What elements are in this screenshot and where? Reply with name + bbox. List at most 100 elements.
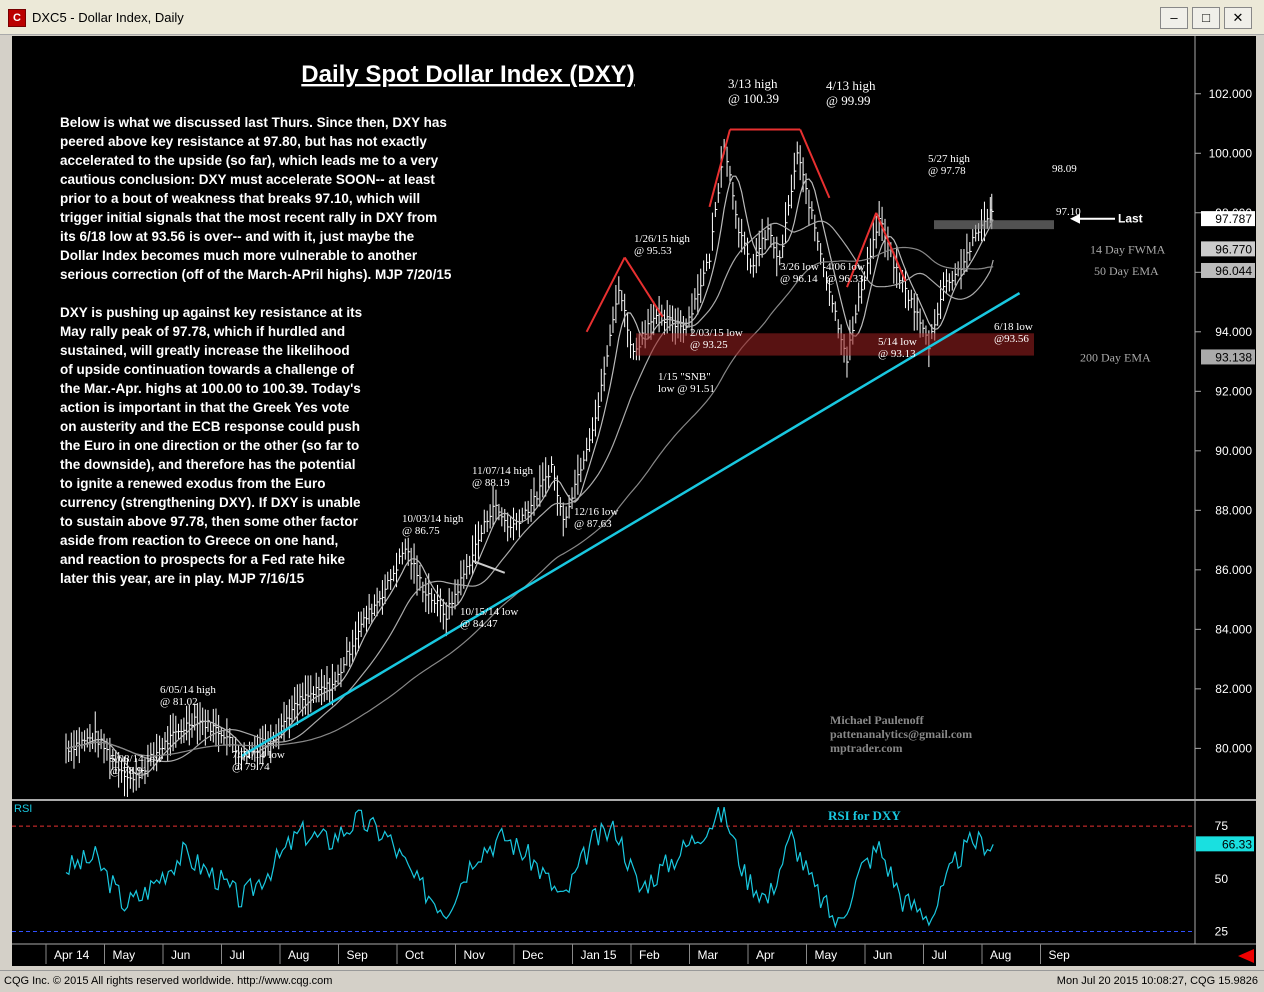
maximize-button[interactable]: □ (1192, 7, 1220, 29)
commentary-line: sustained, will greatly increase the lik… (60, 343, 350, 358)
ma-label: 50 Day EMA (1094, 264, 1159, 278)
credit-line: pattenanalytics@gmail.com (830, 727, 972, 741)
annotation-value: @ 97.78 (928, 165, 966, 177)
credit-line: mptrader.com (830, 741, 903, 755)
commentary-line: its 6/18 low at 93.56 is over-- and with… (60, 229, 415, 244)
commentary-line: trigger initial signals that the most re… (60, 210, 437, 225)
commentary-line: Dollar Index becomes much more vulnerabl… (60, 248, 418, 263)
x-tick-label: Dec (522, 948, 543, 962)
x-tick-label: Jul (230, 948, 245, 962)
last-label: Last (1118, 212, 1143, 226)
annotation-label: 11/07/14 high (472, 465, 534, 477)
y-tick-label: 88.000 (1215, 503, 1252, 517)
ema-50-line (65, 220, 994, 763)
commentary-line: on austerity and the ECB response could … (60, 419, 360, 434)
rsi-value-label: 66.33 (1222, 837, 1252, 851)
y-tick-label: 86.000 (1215, 563, 1252, 577)
rsi-tick-label: 50 (1215, 872, 1229, 886)
value-box (1201, 262, 1255, 278)
value-box (1201, 211, 1255, 227)
annotation-value: @ 79.74 (232, 761, 270, 773)
annotation-label: 97.10 (1056, 206, 1081, 218)
annotation-label: 10/03/14 high (402, 513, 464, 525)
pattern-line (708, 129, 731, 208)
commentary-line: prior to a bout of weakness that breaks … (60, 191, 420, 206)
annotation-label: 12/16 low (574, 506, 618, 518)
annotation-label: 4/13 high (826, 78, 876, 93)
commentary-line: serious correction (off of the March-APr… (60, 267, 452, 282)
x-tick-label: Jul (932, 948, 947, 962)
rsi-tick-label: 75 (1215, 819, 1229, 833)
ema-200-line (65, 246, 994, 757)
y-tick-label: 82.000 (1215, 682, 1252, 696)
commentary-line: cautious conclusion: DXY must accelerate… (60, 172, 435, 187)
x-tick-label: May (113, 948, 136, 962)
x-tick-label: Jun (171, 948, 190, 962)
y-tick-label: 90.000 (1215, 444, 1252, 458)
commentary-line: to sustain above 97.78, then some other … (60, 514, 359, 529)
pattern-line (799, 129, 831, 199)
annotation-value: @ 93.13 (878, 348, 916, 360)
commentary-line: aside from reaction to Greece on one han… (60, 533, 338, 548)
fwma-14-line (65, 175, 994, 776)
annotation-label: 5/08/14 low (110, 753, 163, 765)
status-bar: CQG Inc. © 2015 All rights reserved worl… (0, 970, 1264, 992)
timestamp-text: Mon Jul 20 2015 10:08:27, CQG 15.9826 (1056, 975, 1258, 987)
chart-canvas[interactable]: Last 14 Day FWMA 50 Day EMA 200 Day EMA RSI… (0, 0, 1264, 970)
y-tick-label: 100.000 (1209, 146, 1253, 160)
annotation-label: 1/15 "SNB" (658, 371, 711, 383)
credit-line: Michael Paulenoff (830, 713, 925, 727)
copyright-text: CQG Inc. © 2015 All rights reserved worl… (4, 975, 333, 987)
annotation-value: @ 78.91 (110, 765, 148, 777)
annotation-label: 6/05/14 high (160, 684, 216, 696)
x-tick-label: Apr 14 (54, 948, 90, 962)
commentary-line: currency (strengthening DXY). If DXY is … (60, 495, 361, 510)
annotation-value: low @ 91.51 (658, 383, 715, 395)
y-tick-label: 84.000 (1215, 622, 1252, 636)
value-box (1201, 349, 1255, 365)
annotation-label: 7/01/14 low (232, 749, 285, 761)
annotation-value: @ 99.99 (826, 93, 870, 108)
annotation-value: @ 100.39 (728, 91, 779, 106)
commentary-line: the Mar.-Apr. highs at 100.00 to 100.39.… (60, 381, 361, 396)
app-icon: C (8, 9, 26, 27)
x-tick-label: Oct (405, 948, 424, 962)
pattern-line (846, 212, 878, 288)
scroll-arrow-icon[interactable] (1238, 949, 1254, 963)
commentary-line: the Euro in one direction or the other (… (60, 438, 359, 453)
support-trendline (240, 292, 1021, 758)
commentary-line: later this year, are in play. MJP 7/16/1… (60, 571, 305, 586)
commentary-line: May rally peak of 97.78, which if hurdle… (60, 324, 345, 339)
annotation-label: 1/26/15 high (634, 233, 690, 245)
pattern-line (585, 256, 626, 333)
x-tick-label: Sep (347, 948, 369, 962)
x-tick-label: Mar (698, 948, 719, 962)
title-bar: C DXC5 - Dollar Index, Daily – □ ✕ (0, 0, 1264, 35)
ma-label: 14 Day FWMA (1090, 242, 1166, 256)
pattern-line (875, 212, 907, 282)
value-box-label: 96.770 (1215, 242, 1252, 256)
rsi-title: RSI for DXY (828, 808, 901, 823)
value-box-label: 96.044 (1215, 264, 1252, 278)
annotation-label: 10/15/14 low (460, 606, 518, 618)
x-tick-label: Aug (990, 948, 1011, 962)
value-box (1201, 241, 1255, 257)
ma-label: 200 Day EMA (1080, 350, 1151, 364)
rsi-value-box (1196, 836, 1254, 852)
annotation-value: @ 86.75 (402, 525, 440, 537)
x-tick-label: Sep (1049, 948, 1071, 962)
close-button[interactable]: ✕ (1224, 7, 1252, 29)
commentary-line: of upside continuation towards a challen… (60, 362, 355, 377)
commentary-line: the downside), and therefore has the pot… (60, 457, 356, 472)
minimize-button[interactable]: – (1160, 7, 1188, 29)
rsi-panel-label: RSI (14, 803, 32, 815)
chart-title: Daily Spot Dollar Index (DXY) (301, 61, 634, 88)
x-tick-label: Feb (639, 948, 660, 962)
annotation-label: 5/27 high (928, 153, 970, 165)
y-tick-label: 94.000 (1215, 325, 1252, 339)
annotation-value: @ 81.02 (160, 696, 198, 708)
support-zone (636, 333, 1034, 356)
last-arrow-head-icon (1070, 213, 1080, 224)
annotation-value: @93.56 (994, 333, 1029, 345)
